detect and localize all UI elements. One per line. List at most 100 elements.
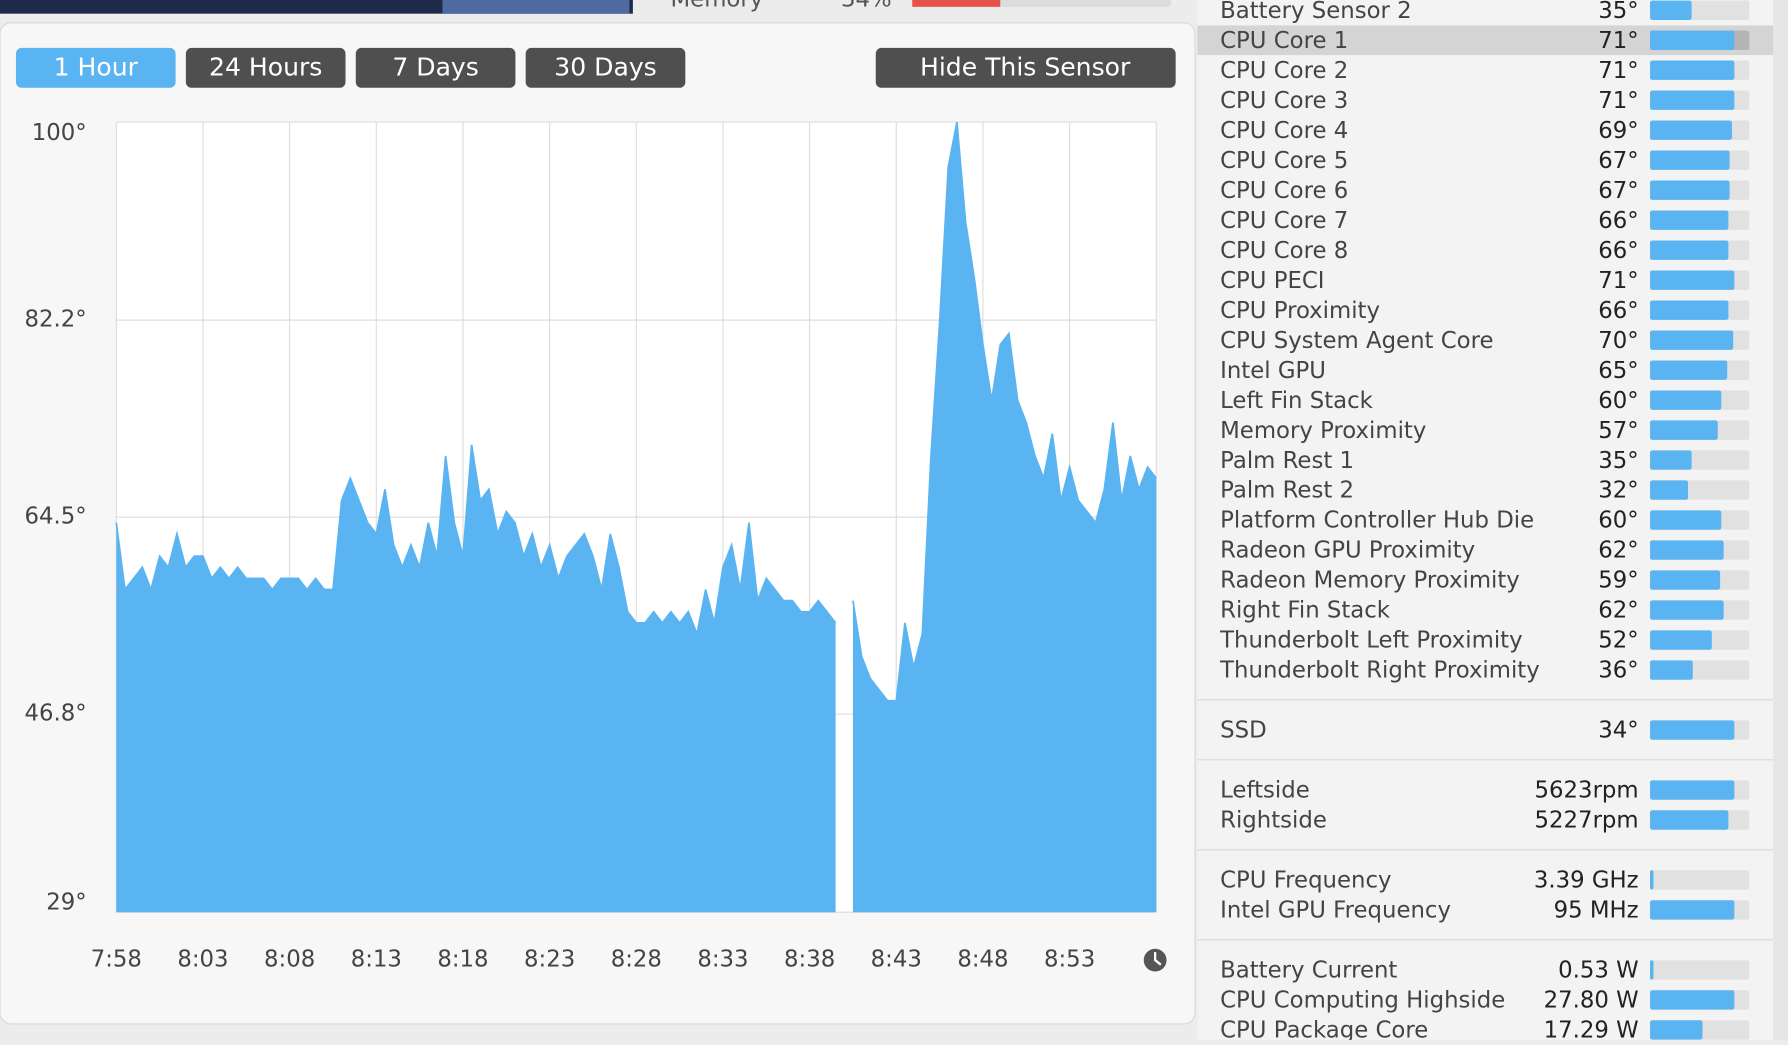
sensor-value: 57° bbox=[1598, 418, 1638, 444]
range-button-label[interactable]: 7 Days bbox=[392, 52, 479, 81]
y-tick-label: 82.2° bbox=[24, 307, 86, 333]
x-tick-label: 7:58 bbox=[91, 947, 142, 973]
x-tick-label: 8:28 bbox=[611, 947, 662, 973]
sensor-bar bbox=[1650, 510, 1722, 530]
sensor-name: Radeon Memory Proximity bbox=[1220, 568, 1520, 594]
sensor-value: 35° bbox=[1598, 448, 1638, 474]
sensor-bar bbox=[1650, 0, 1692, 20]
sensor-name: Thunderbolt Right Proximity bbox=[1219, 658, 1540, 684]
sensor-value: 17.29 W bbox=[1544, 1018, 1639, 1040]
sensor-bar bbox=[1650, 1020, 1703, 1040]
sensor-value: 70° bbox=[1598, 328, 1638, 354]
sensor-name: Battery Sensor 2 bbox=[1220, 0, 1412, 24]
range-button-label[interactable]: 30 Days bbox=[554, 52, 656, 81]
sensor-bar bbox=[1650, 600, 1724, 620]
sensor-value: 35° bbox=[1598, 0, 1638, 24]
x-tick-label: 8:53 bbox=[1044, 947, 1095, 973]
sensor-name: SSD bbox=[1220, 718, 1267, 744]
range-button[interactable] bbox=[185, 47, 346, 88]
sensor-value: 66° bbox=[1598, 298, 1638, 324]
x-tick-label: 8:03 bbox=[177, 947, 228, 973]
sensor-name: Intel GPU bbox=[1220, 358, 1326, 384]
sensor-bar bbox=[1650, 30, 1735, 50]
sensor-name: CPU Computing Highside bbox=[1220, 988, 1505, 1014]
x-tick-label: 8:38 bbox=[784, 947, 835, 973]
sensor-bar bbox=[1650, 150, 1730, 170]
sensor-value: 95 MHz bbox=[1554, 898, 1639, 924]
sensor-value: 3.39 GHz bbox=[1534, 868, 1639, 894]
sensor-bar bbox=[1650, 210, 1729, 230]
sensor-name: CPU Core 6 bbox=[1220, 178, 1348, 204]
sensor-bar bbox=[1650, 330, 1734, 350]
sensor-name: CPU Core 1 bbox=[1220, 28, 1348, 54]
clock-icon bbox=[1143, 948, 1167, 972]
sensor-bar bbox=[1650, 360, 1728, 380]
sensor-bar bbox=[1650, 390, 1722, 410]
sensor-name: CPU Frequency bbox=[1220, 868, 1391, 894]
sensor-bar bbox=[1650, 480, 1689, 500]
sensor-value: 66° bbox=[1598, 208, 1638, 234]
sensor-value: 62° bbox=[1598, 538, 1638, 564]
sensor-bar bbox=[1650, 570, 1721, 590]
sensor-name: CPU Core 7 bbox=[1220, 208, 1348, 234]
range-button[interactable] bbox=[355, 47, 516, 88]
sensor-name: Memory Proximity bbox=[1220, 418, 1426, 444]
x-tick-label: 8:48 bbox=[957, 947, 1008, 973]
y-tick-label: 100° bbox=[32, 120, 87, 146]
sensor-value: 0.53 W bbox=[1558, 958, 1639, 984]
sensor-name: CPU Core 8 bbox=[1220, 238, 1348, 264]
sensor-value: 5623rpm bbox=[1535, 778, 1639, 804]
sensor-bar bbox=[1650, 810, 1729, 830]
sensor-bar bbox=[1650, 900, 1735, 920]
sensor-bar bbox=[1650, 270, 1735, 290]
sensor-name: Leftside bbox=[1220, 778, 1310, 804]
sensor-value: 52° bbox=[1598, 628, 1638, 654]
sensor-bar bbox=[1650, 630, 1712, 650]
x-tick-label: 8:23 bbox=[524, 947, 575, 973]
sensor-bar bbox=[1650, 870, 1654, 890]
x-tick-label: 8:18 bbox=[437, 947, 488, 973]
x-tick-label: 8:43 bbox=[871, 947, 922, 973]
sensor-name: Thunderbolt Left Proximity bbox=[1219, 628, 1522, 654]
sensor-value: 62° bbox=[1598, 598, 1638, 624]
sensor-name: CPU Core 4 bbox=[1220, 118, 1348, 144]
sensor-bar bbox=[1650, 240, 1729, 260]
area-fill bbox=[116, 444, 836, 913]
hide-button-label[interactable]: Hide This Sensor bbox=[920, 52, 1131, 81]
sensor-name: Rightside bbox=[1220, 808, 1327, 834]
area-line bbox=[115, 121, 1157, 702]
sensor-value: 34° bbox=[1598, 718, 1638, 744]
sensor-value: 60° bbox=[1598, 388, 1638, 414]
sensor-name: CPU Core 2 bbox=[1220, 58, 1348, 84]
top-blue-strip bbox=[442, 0, 630, 14]
sensor-name: CPU Core 3 bbox=[1220, 88, 1348, 114]
sensor-bar bbox=[1650, 300, 1729, 320]
sensor-bar bbox=[1650, 420, 1718, 440]
sensor-name: Right Fin Stack bbox=[1220, 598, 1391, 624]
sensor-value: 71° bbox=[1598, 268, 1638, 294]
sensor-bar bbox=[1650, 960, 1654, 980]
sensor-bar bbox=[1650, 780, 1735, 800]
memory-label: Memory bbox=[671, 0, 764, 13]
sensor-name: CPU Package Core bbox=[1220, 1018, 1428, 1040]
sensor-bar bbox=[1650, 660, 1693, 680]
sensor-name: Radeon GPU Proximity bbox=[1220, 538, 1475, 564]
y-tick-label: 64.5° bbox=[24, 504, 86, 530]
sensor-value: 71° bbox=[1598, 58, 1638, 84]
memory-bar bbox=[912, 0, 1001, 7]
range-button-label[interactable]: 1 Hour bbox=[54, 52, 139, 81]
sensor-value: 5227rpm bbox=[1535, 808, 1639, 834]
sensor-bar bbox=[1650, 720, 1735, 740]
sensor-name: CPU Proximity bbox=[1220, 298, 1380, 324]
area-fill bbox=[852, 122, 1157, 913]
range-button-label[interactable]: 24 Hours bbox=[209, 52, 322, 81]
sensor-name: Intel GPU Frequency bbox=[1220, 898, 1451, 924]
sensor-value: 67° bbox=[1598, 178, 1638, 204]
hide-button[interactable] bbox=[875, 47, 1176, 88]
sensor-track bbox=[1650, 960, 1750, 980]
range-button[interactable] bbox=[15, 47, 176, 88]
sensor-value: 27.80 W bbox=[1544, 988, 1639, 1014]
sensor-name: Left Fin Stack bbox=[1220, 388, 1374, 414]
range-button[interactable] bbox=[525, 47, 686, 88]
